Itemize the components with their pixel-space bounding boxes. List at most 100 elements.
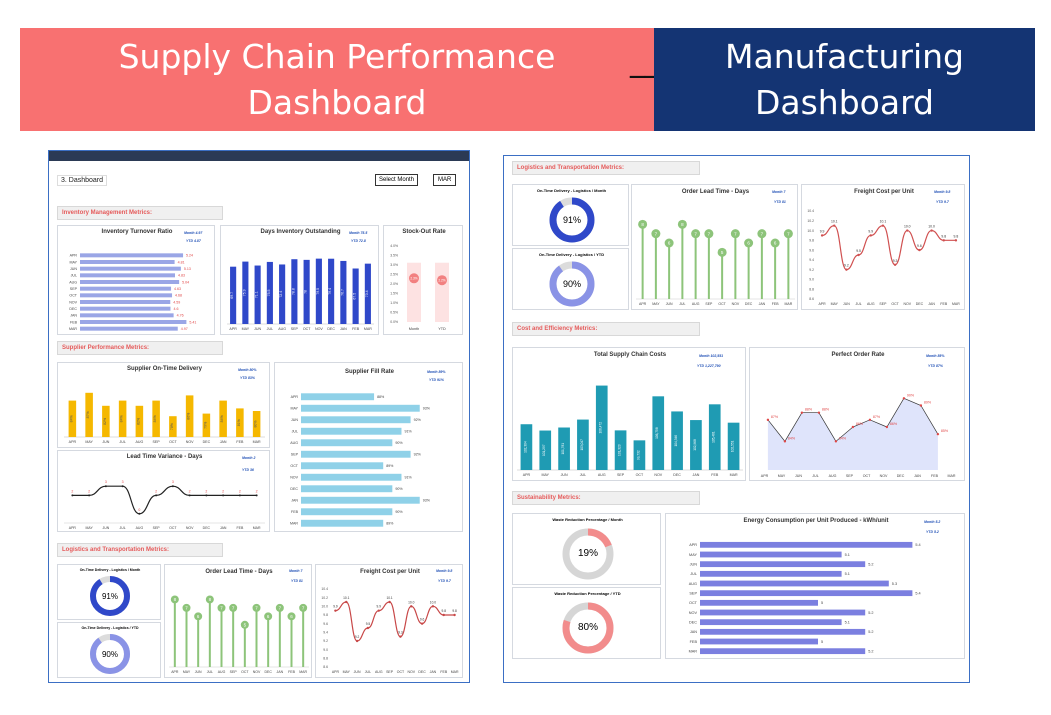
tick-label: DEC [264, 670, 272, 674]
data-label: 6 [774, 241, 777, 246]
supplier-fill-panel: Supplier Fill Rate Month 89% YTD 91% APR… [274, 362, 463, 532]
tick-label: FEB [288, 670, 295, 674]
bar [700, 551, 842, 558]
data-label: 106,758 [655, 427, 659, 439]
days-inventory-title: Days Inventory Outstanding [260, 229, 341, 235]
data-label: 5.04 [182, 280, 189, 284]
bar [242, 261, 249, 324]
data-point [88, 494, 91, 497]
bar [80, 313, 174, 318]
data-label: 103,047 [580, 439, 584, 451]
tick-label: MAR [730, 473, 738, 477]
tick-label: AUG [290, 441, 298, 445]
tick-label: MAY [85, 526, 93, 530]
tick-label: AUG [375, 670, 383, 674]
y-tick-label: 9.0 [323, 648, 328, 652]
data-label: 9.2 [355, 635, 360, 639]
lead-variance-title: Lead Time Variance - Days [126, 454, 203, 460]
right-order-lead-ytd: YTD 81 [774, 200, 786, 204]
tick-label: JUN [690, 562, 698, 566]
data-label: 7 [761, 231, 764, 236]
bar [727, 422, 740, 470]
tick-label: DEC [745, 302, 753, 306]
waste-month-label: Waste Reduction Percentage / Month [552, 517, 623, 522]
data-point [869, 234, 872, 237]
tick-label: SEP [879, 302, 887, 306]
y-tick-label: 10.0 [321, 605, 328, 609]
right-freight-chart: 10.4 10.2 10.0 9.8 9.6 9.4 9.2 9.0 8.8 8.6 9.9 10.1… [807, 209, 960, 306]
data-label: 101,297 [542, 444, 546, 456]
inventory-turnover-ytd: YTD 4.87 [186, 239, 201, 243]
data-label: 5.13 [184, 267, 191, 271]
data-point [857, 253, 860, 257]
tick-label: OCT [169, 440, 177, 444]
tick-label: FEB [772, 302, 779, 306]
data-point [442, 613, 445, 617]
y-tick-label: 9.6 [323, 622, 328, 626]
data-label: 9.8 [452, 609, 457, 613]
tick-label: MAY [343, 670, 351, 674]
waste-month-panel: Waste Reduction Percentage / Month 19% [512, 513, 661, 585]
tick-label: JUL [120, 526, 126, 530]
bar [700, 628, 866, 635]
data-label: 84% [839, 436, 847, 440]
tick-label: DEC [418, 670, 426, 674]
bar [315, 258, 322, 324]
supplier-section-header: Supplier Performance Metrics: [57, 341, 223, 355]
data-label: 7 [694, 231, 697, 236]
lollipop-head [744, 238, 754, 248]
tick-label: AUG [136, 526, 144, 530]
tick-label: NOV [689, 611, 698, 615]
bar [700, 638, 818, 645]
right-ontime-ytd-donut [549, 261, 595, 307]
manufacturing-title-line2: Dashboard [754, 83, 935, 122]
tick-label: AUG [689, 582, 697, 586]
y-tick-label: 9.0 [809, 278, 814, 282]
y-tick-label: 9.4 [809, 258, 814, 262]
data-label: 86% [890, 422, 898, 426]
bar [80, 260, 175, 264]
left-order-lead-chart: 8 APR 7 MAY 6 JUN 8 JUL 7 AUG 7 SEP 5 OCT 7 NOV 6 DEC 7 JAN… [169, 595, 309, 674]
data-label: 105,481 [712, 431, 716, 443]
stockout-marker [437, 275, 447, 286]
data-label: 78 [304, 290, 308, 294]
total-cost-panel: Total Supply Chain Costs Month 102,551 Y… [512, 347, 746, 481]
data-label: 102,304 [523, 441, 527, 453]
data-label: 5.24 [186, 254, 193, 258]
tick-label: MAR [253, 440, 261, 444]
data-label: 9.3 [893, 259, 898, 263]
tick-label: APR [69, 440, 77, 444]
month-select[interactable]: MAR [433, 174, 457, 186]
data-label: 3 [105, 480, 107, 484]
data-point [420, 622, 424, 625]
tick-label: JUL [679, 302, 685, 306]
data-label: 5 [821, 640, 823, 644]
data-label: 91% [404, 476, 412, 480]
tick-label: DEC [673, 473, 681, 477]
data-point [893, 263, 897, 266]
lollipop-head [691, 229, 701, 239]
data-label: 4.76 [177, 314, 184, 318]
waste-ytd-panel: Waste Reduction Percentage / YTD 80% [512, 587, 661, 659]
lollipop-head [170, 595, 179, 604]
left-ontime-month-value: 91% [101, 592, 118, 601]
tick-label: NOV [903, 302, 911, 306]
select-month-button[interactable]: Select Month [375, 174, 419, 186]
data-label: 5.41 [189, 320, 196, 324]
data-point [918, 248, 921, 252]
days-inventory-chart: 69.7 APR 75.9 MAY 71.1 JUN 75.5 JUL 72.4 AUG 78.8 S… [227, 258, 374, 331]
tick-label: FEB [236, 440, 244, 444]
tick-label: NOV [407, 670, 415, 674]
energy-ytd: YTD 5.2 [926, 530, 939, 534]
data-label: 4.6 [173, 307, 178, 311]
right-ontime-month-panel: On-Time Delivery - Logistics / Month 91% [512, 184, 629, 246]
tick-label: JAN [340, 327, 347, 331]
tick-label: OCT [863, 474, 871, 478]
data-label: 81% [237, 419, 241, 426]
tick-label: OCT [397, 670, 405, 674]
tick-label: DEC [203, 440, 211, 444]
tick-label: JAN [914, 474, 921, 478]
y-tick-label: 3.5% [390, 254, 398, 258]
tick-label: AUG [867, 302, 875, 306]
right-ontime-month-value: 91% [562, 215, 581, 225]
